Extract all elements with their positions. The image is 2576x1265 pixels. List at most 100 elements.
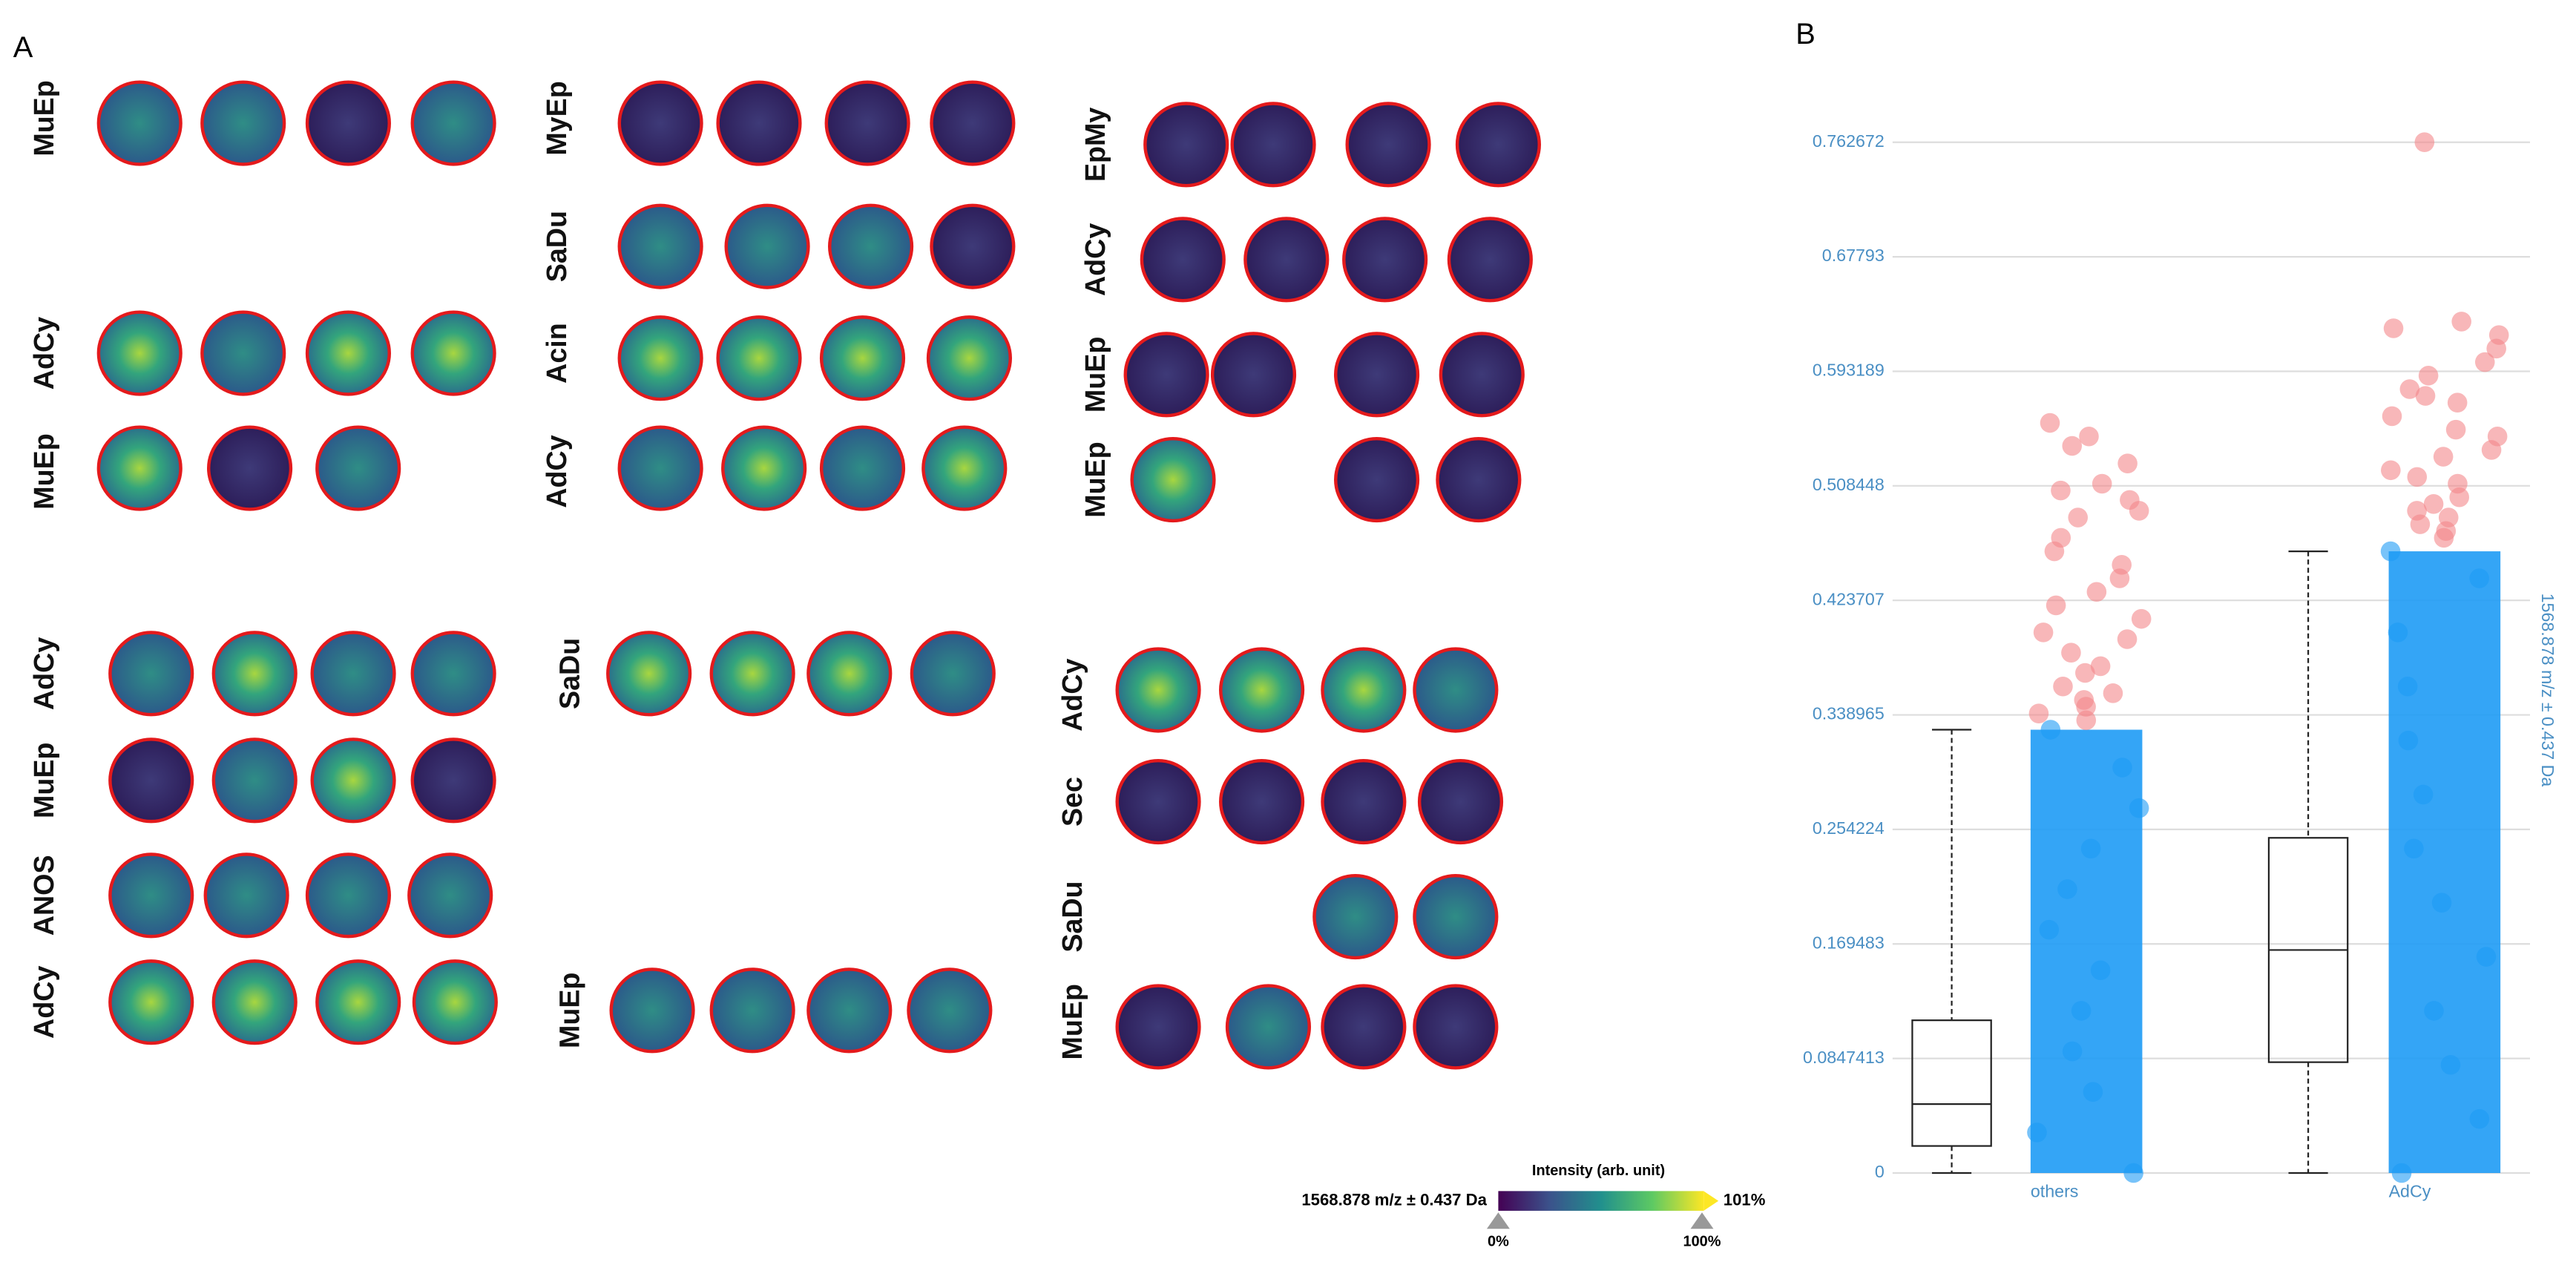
point [2399, 379, 2420, 399]
point [2039, 919, 2060, 940]
tissue-core [721, 425, 807, 511]
colorbar-gradient [1498, 1191, 1704, 1211]
tissue-core [410, 310, 496, 396]
point [2112, 758, 2132, 778]
tissue-core [617, 203, 703, 289]
point [2117, 629, 2138, 649]
row-label: AdCy [28, 637, 59, 710]
row-label: SaDu [1057, 881, 1088, 952]
point [2382, 406, 2402, 427]
point [2068, 507, 2089, 528]
point [2447, 392, 2468, 413]
row-label: EpMy [1080, 108, 1111, 182]
point [2451, 312, 2471, 332]
point [2028, 703, 2049, 723]
point [2117, 453, 2138, 473]
tissue-core [1334, 332, 1420, 418]
tissue-core [410, 80, 496, 166]
row-label: Acin [541, 323, 572, 384]
tissue-core [1225, 984, 1312, 1070]
point [2469, 568, 2489, 588]
point [2040, 413, 2060, 433]
tissue-core [207, 425, 293, 511]
point [2388, 622, 2408, 643]
tissue-core [96, 425, 183, 511]
point [2061, 643, 2081, 663]
tissue-core [824, 80, 910, 166]
tissue-core [1455, 102, 1541, 188]
tissue-core [108, 631, 194, 717]
tissue-core [203, 852, 289, 939]
point [2414, 132, 2435, 152]
point [2075, 663, 2095, 683]
tissue-core [910, 631, 996, 717]
box [1911, 1019, 1992, 1147]
tissue-core [108, 852, 194, 939]
y-tick-label: 0.423707 [1813, 589, 1885, 608]
marker-label: 100% [1683, 1233, 1721, 1249]
tissue-core [1219, 759, 1305, 845]
row-label: MuEp [1080, 441, 1111, 517]
tissue-core [200, 80, 286, 166]
row-label: AdCy [1057, 658, 1088, 731]
point [2053, 676, 2073, 697]
y-tick-label: 0.254224 [1813, 818, 1885, 838]
colorbar-max: 101% [1724, 1190, 1766, 1209]
row-label: MuEp [28, 80, 59, 156]
point [2086, 582, 2107, 602]
point [2076, 710, 2097, 731]
point [2062, 436, 2083, 456]
tissue-core [305, 310, 391, 396]
point [2129, 798, 2149, 818]
point [2079, 426, 2099, 447]
tissue-core [1312, 874, 1399, 960]
row-label: MuEp [28, 743, 59, 818]
point [2109, 568, 2130, 588]
point [2418, 365, 2439, 386]
point [2383, 318, 2404, 338]
point [2083, 1082, 2103, 1102]
tissue-core [1334, 437, 1420, 523]
tissue-core [1123, 332, 1209, 418]
tissue-core [617, 425, 703, 511]
point [2062, 1041, 2083, 1062]
y-axis-label: 1568.878 m/z ± 0.437 Da [2538, 594, 2557, 787]
tissue-core [1243, 217, 1330, 303]
tissue-core [412, 959, 498, 1045]
colorbar-mz: 1568.878 m/z ± 0.437 Da [1301, 1190, 1487, 1209]
row-label: MuEp [554, 973, 585, 1048]
tissue-core [1439, 332, 1525, 418]
y-tick-label: 0.508448 [1813, 475, 1885, 494]
x-tick-label: others [2031, 1182, 2079, 1201]
tissue-core [211, 959, 298, 1045]
point [2407, 467, 2428, 487]
tissue-core [1219, 647, 1305, 733]
tissue-core [211, 631, 298, 717]
point [2449, 487, 2470, 507]
row-label: SaDu [554, 638, 585, 709]
point [2434, 528, 2454, 548]
tissue-core [1210, 332, 1297, 418]
tissue-core [310, 737, 396, 824]
point [2129, 501, 2149, 521]
point [2103, 683, 2123, 703]
tissue-core [1342, 217, 1428, 303]
tissue-core [606, 631, 692, 717]
tissue-core [716, 315, 802, 401]
tissue-core [819, 425, 906, 511]
tissue-core [108, 737, 194, 824]
tissue-core [1321, 647, 1407, 733]
row-label: MyEp [541, 81, 572, 155]
tissue-core [410, 737, 496, 824]
row-label: AdCy [541, 435, 572, 507]
tissue-core [926, 315, 1013, 401]
tissue-core [211, 737, 298, 824]
y-tick-label: 0.338965 [1813, 704, 1885, 723]
point [2481, 440, 2502, 460]
tissue-core [1140, 217, 1226, 303]
tissue-core [305, 852, 391, 939]
point [2080, 838, 2101, 859]
tissue-core [200, 310, 286, 396]
